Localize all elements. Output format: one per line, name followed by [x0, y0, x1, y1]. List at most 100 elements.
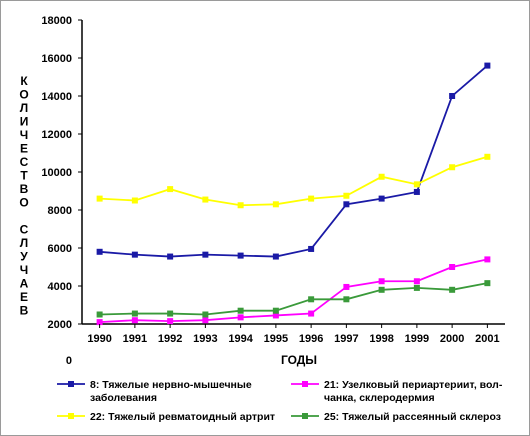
- y-tick-label: 6000: [48, 243, 72, 255]
- data-point: [378, 286, 385, 293]
- y-tick-label: 18000: [41, 15, 72, 27]
- x-tick-label: 1992: [158, 333, 182, 345]
- x-tick-label: 1993: [193, 333, 217, 345]
- series-3: [96, 153, 491, 209]
- data-point: [272, 307, 279, 314]
- axes: [81, 20, 505, 325]
- y-axis-title-letter: Е: [20, 290, 28, 304]
- data-point: [202, 251, 209, 258]
- legend-label: 21: Узелковый периартериит, вол-: [324, 379, 503, 391]
- data-point: [378, 195, 385, 202]
- x-tick-label: 1999: [405, 333, 429, 345]
- data-point: [167, 318, 174, 325]
- y-axis-title-letter: Ч: [20, 263, 28, 277]
- y-axis-title-letter: Л: [20, 101, 28, 115]
- x-tick-labels: 1990 1991 1992 1993 1994 1995 1996 1997 1998 1999…: [87, 324, 500, 345]
- data-point: [131, 251, 138, 258]
- x-tick-label: 1990: [87, 333, 111, 345]
- data-point: [96, 319, 103, 326]
- data-point: [308, 296, 315, 303]
- legend-swatch-marker: [302, 413, 308, 419]
- data-point: [272, 253, 279, 260]
- data-point: [96, 248, 103, 255]
- series-line: [99, 64, 488, 258]
- data-point: [308, 245, 315, 252]
- series-group: [96, 62, 491, 326]
- y-axis-title-letter: О: [19, 88, 28, 102]
- data-point: [449, 286, 456, 293]
- y-tick-label: 0: [66, 355, 72, 367]
- data-point: [167, 186, 174, 193]
- series-line: [99, 258, 488, 323]
- data-point: [167, 253, 174, 260]
- data-point: [237, 314, 244, 321]
- y-tick-label: 14000: [41, 91, 72, 103]
- y-tick-label: 16000: [41, 53, 72, 65]
- data-point: [308, 195, 315, 202]
- y-tick-label: 12000: [41, 129, 72, 141]
- data-point: [343, 296, 350, 303]
- legend-swatch-marker: [68, 413, 74, 419]
- legend-item: 22: Тяжелый ревматоидный артрит: [57, 411, 275, 423]
- y-tick-label: 10000: [41, 167, 72, 179]
- data-point: [202, 317, 209, 324]
- data-point: [131, 310, 138, 317]
- data-point: [167, 310, 174, 317]
- series-line: [99, 282, 488, 316]
- y-tick-label: 8000: [48, 205, 72, 217]
- series-4: [96, 280, 491, 318]
- data-point: [343, 283, 350, 290]
- data-point: [131, 197, 138, 204]
- legend-item: 21: Узелковый периартериит, вол-чанка, с…: [291, 379, 503, 404]
- y-tick-labels: 0 2000 4000 6000 8000 10000 12000 14000 16000 180…: [41, 15, 82, 367]
- data-point: [202, 196, 209, 203]
- y-axis-title-letter: О: [19, 196, 28, 210]
- y-axis-title-letter: С: [20, 223, 29, 237]
- data-point: [96, 311, 103, 318]
- data-point: [202, 311, 209, 318]
- series-line: [99, 155, 488, 207]
- x-tick-label: 1994: [228, 333, 253, 345]
- y-axis-title-letter: Е: [20, 142, 28, 156]
- data-point: [484, 153, 491, 160]
- data-point: [237, 202, 244, 209]
- legend-swatch-marker: [302, 381, 308, 387]
- data-point: [484, 256, 491, 263]
- legend-label: 22: Тяжелый ревматоидный артрит: [90, 411, 275, 423]
- data-point: [96, 195, 103, 202]
- series-2: [96, 256, 491, 326]
- data-point: [413, 278, 420, 285]
- data-point: [413, 188, 420, 195]
- legend-label: 25: Тяжелый рассеянный склероз: [324, 411, 501, 423]
- y-axis-title-letter: В: [20, 304, 29, 318]
- x-tick-label: 1991: [123, 333, 147, 345]
- legend-label: 8: Тяжелые нервно-мышечные: [90, 379, 252, 391]
- x-tick-label: 1998: [369, 333, 393, 345]
- data-point: [413, 284, 420, 291]
- x-tick-label: 2000: [440, 333, 464, 345]
- data-point: [378, 173, 385, 180]
- legend-label: чанка, склеродермия: [324, 392, 435, 404]
- x-tick-label: 1995: [264, 333, 288, 345]
- y-axis-title-letter: И: [20, 115, 29, 129]
- data-point: [272, 312, 279, 319]
- y-axis-title-letter: Т: [20, 169, 28, 183]
- y-tick-label: 2000: [48, 319, 72, 331]
- data-point: [343, 201, 350, 208]
- y-axis-title-letter: У: [20, 250, 28, 264]
- y-axis-title-letter: Л: [20, 236, 28, 250]
- legend-swatch-marker: [68, 381, 74, 387]
- x-tick-label: 2001: [475, 333, 499, 345]
- data-point: [484, 280, 491, 287]
- y-axis-title-letter: В: [20, 182, 29, 196]
- data-point: [449, 164, 456, 171]
- series-1: [96, 62, 491, 260]
- data-point: [378, 278, 385, 285]
- data-point: [237, 307, 244, 314]
- data-point: [484, 62, 491, 69]
- x-axis-title: ГОДЫ: [281, 353, 317, 367]
